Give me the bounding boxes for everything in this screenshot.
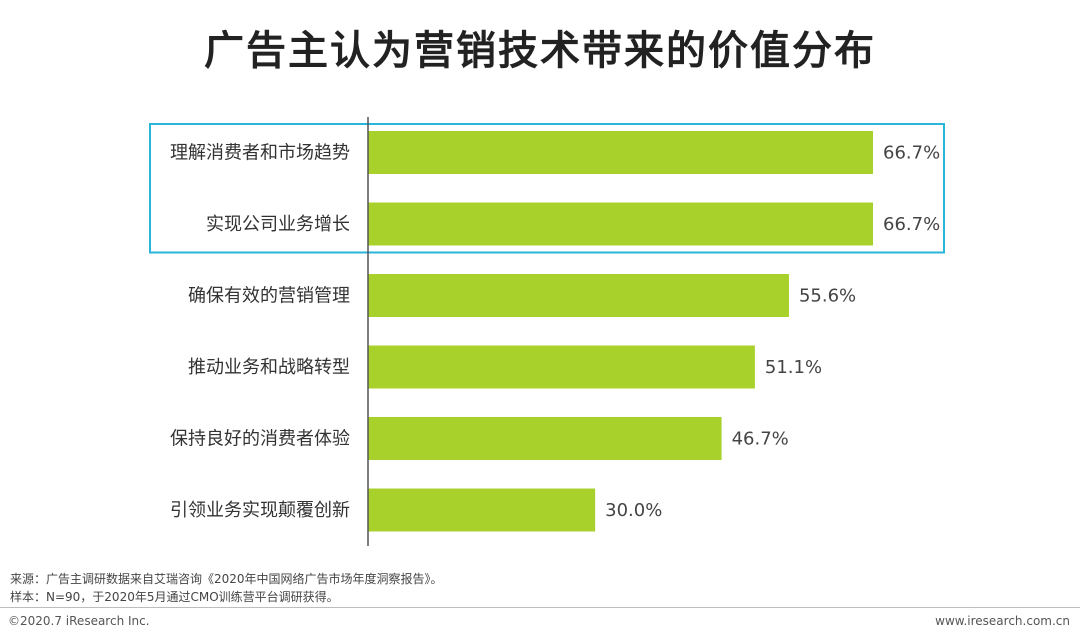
category-label-2: 实现公司业务增长 — [206, 214, 350, 235]
bar-6 — [368, 488, 596, 532]
bar-3 — [368, 274, 789, 317]
category-label-1: 理解消费者和市场趋势 — [170, 143, 350, 164]
bar-5 — [368, 417, 722, 460]
value-label-1: 66.7% — [883, 143, 940, 164]
copyright: ©2020.7 iResearch Inc. — [8, 614, 150, 628]
bar-4 — [368, 345, 755, 389]
bar-chart: 理解消费者和市场趋势 66.7% 实现公司业务增长 66.7% 确保有效的营销管理 55.… — [149, 117, 945, 546]
category-label-3: 确保有效的营销管理 — [188, 286, 350, 307]
value-label-4: 51.1% — [765, 357, 822, 378]
bar-2 — [368, 202, 874, 246]
category-label-4: 推动业务和战略转型 — [188, 357, 350, 378]
website: www.iresearch.com.cn — [935, 614, 1070, 628]
chart-title: 广告主认为营销技术带来的价值分布 — [204, 28, 876, 74]
category-label-6: 引领业务实现颠覆创新 — [170, 500, 350, 521]
highlight-box — [149, 123, 945, 254]
bar-1 — [368, 131, 874, 174]
footer-divider — [0, 607, 1080, 608]
value-label-6: 30.0% — [605, 500, 662, 521]
sample-note: 样本：N=90，于2020年5月通过CMO训练营平台调研获得。 — [10, 590, 339, 604]
value-label-3: 55.6% — [799, 286, 856, 307]
value-label-2: 66.7% — [883, 214, 940, 235]
source-note: 来源：广告主调研数据来自艾瑞咨询《2020年中国网络广告市场年度洞察报告》。 — [10, 572, 443, 586]
value-label-5: 46.7% — [732, 429, 789, 450]
category-label-5: 保持良好的消费者体验 — [170, 429, 350, 450]
